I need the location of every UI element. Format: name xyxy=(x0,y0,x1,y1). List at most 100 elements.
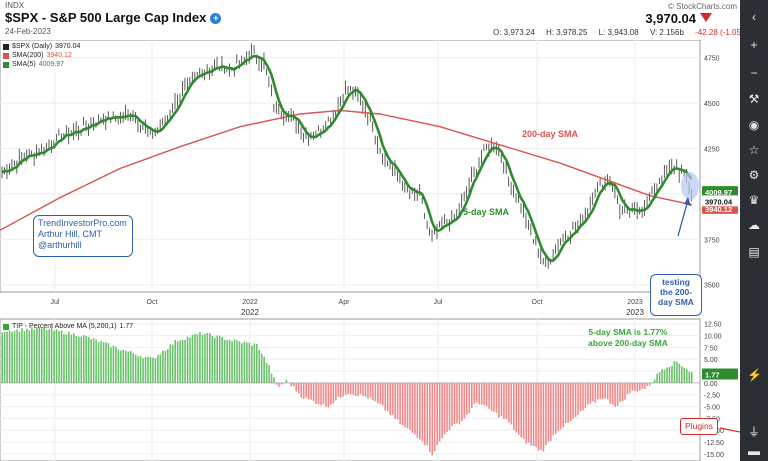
hist-bar xyxy=(520,382,522,438)
hist-bar xyxy=(461,382,463,422)
hist-bar xyxy=(525,382,527,444)
plus-icon[interactable]: + xyxy=(750,38,758,52)
hist-bar xyxy=(196,334,199,383)
hist-bar xyxy=(500,382,503,417)
hist-bar xyxy=(653,379,656,383)
hist-bar xyxy=(451,382,453,427)
sma5-tag-bg xyxy=(702,186,738,198)
info-icon[interactable]: + xyxy=(210,13,222,24)
hist-bar xyxy=(233,339,236,383)
right-toolbar: ‹ + − ⚒ ◉ ☆ ⚙ ♛ ☁ ▤ ⚡ ⏚ ▬ xyxy=(740,0,768,461)
hist-bar xyxy=(238,341,241,383)
hist-bar xyxy=(485,382,488,406)
hist-bar xyxy=(369,382,372,398)
hist-bar xyxy=(621,382,624,402)
hist-bar xyxy=(550,382,552,441)
hist-bar xyxy=(542,382,545,452)
y-tick-label: -2.50 xyxy=(704,393,720,400)
hist-bar xyxy=(448,382,451,430)
hist-bar xyxy=(290,382,293,387)
hist-bar xyxy=(441,382,443,439)
hist-bar xyxy=(567,382,569,423)
hist-bar xyxy=(673,361,676,383)
hist-bar xyxy=(162,350,164,383)
hist-bar xyxy=(107,343,110,383)
x-year-label: 2023 xyxy=(626,308,644,317)
high-value: H: 3,978.25 xyxy=(546,28,588,37)
hist-bar xyxy=(372,382,374,401)
hist-bar xyxy=(312,382,315,402)
hist-bar xyxy=(577,382,579,415)
legend-swatch xyxy=(3,52,9,59)
hist-bar xyxy=(656,373,658,383)
hist-bar xyxy=(668,367,671,383)
cloud-icon[interactable]: ☁ xyxy=(748,218,760,232)
ruler-icon[interactable]: ⚒ xyxy=(748,92,760,106)
hist-bar xyxy=(394,382,396,419)
globe-icon[interactable]: ◉ xyxy=(748,118,760,132)
hist-bar xyxy=(688,371,691,383)
hist-bar xyxy=(194,334,196,383)
hist-bar xyxy=(60,330,63,383)
hist-bar xyxy=(3,331,6,383)
plug-icon[interactable]: ⏚ xyxy=(747,425,760,439)
hist-bar xyxy=(11,332,13,383)
hist-bar xyxy=(651,382,653,383)
legend-value: 3970.04 xyxy=(55,43,81,50)
hist-bar xyxy=(209,333,211,383)
chart-header: INDX $SPX - S&P 500 Large Cap Index + 24-… xyxy=(0,0,751,40)
y-tick-label: 7.50 xyxy=(704,345,718,352)
hist-bar xyxy=(342,382,345,397)
hist-bar xyxy=(325,382,327,407)
y-tick-label: 0.00 xyxy=(704,381,718,388)
hist-bar xyxy=(21,328,23,383)
hist-bar xyxy=(65,334,68,383)
gear-icon[interactable]: ⚙ xyxy=(748,168,760,182)
hist-bar xyxy=(100,341,102,383)
hist-bar xyxy=(63,334,65,383)
document-icon[interactable]: ▤ xyxy=(748,245,760,259)
hist-bar xyxy=(174,340,176,383)
hist-bar xyxy=(147,356,149,383)
hist-bar xyxy=(681,366,683,383)
exchange-label: INDX xyxy=(5,1,25,10)
hist-bar xyxy=(129,350,132,383)
hist-bar xyxy=(339,382,342,398)
hist-bar xyxy=(142,358,144,383)
hist-bar xyxy=(152,357,154,383)
bolt-icon[interactable]: ⚡ xyxy=(747,368,762,382)
trophy-icon[interactable]: ♛ xyxy=(748,193,760,207)
chevron-left-icon[interactable]: ‹ xyxy=(752,10,756,24)
y-tick-label: -5.00 xyxy=(704,405,720,412)
hist-bar xyxy=(592,382,594,402)
tip-tag: 1.77 xyxy=(705,371,720,380)
hist-bar xyxy=(243,341,246,383)
hist-bar xyxy=(213,337,216,383)
hist-bar xyxy=(678,363,681,383)
hist-bar xyxy=(137,356,139,383)
hist-bar xyxy=(540,382,542,450)
hist-bar xyxy=(379,382,382,405)
hist-bar xyxy=(226,340,228,383)
plugins-button[interactable]: Plugins xyxy=(680,418,718,435)
hist-bar xyxy=(362,382,364,397)
star-icon[interactable]: ☆ xyxy=(748,143,760,157)
hist-bar xyxy=(265,363,268,383)
price-tag-bg xyxy=(702,195,738,207)
hist-bar xyxy=(614,382,616,407)
hist-bar xyxy=(275,382,278,385)
minus-icon[interactable]: − xyxy=(750,66,758,80)
chart-area: 475045004250400037503500 12.5010.007.505… xyxy=(0,39,741,461)
hist-bar xyxy=(43,327,46,383)
hist-bar xyxy=(424,382,426,446)
hist-bar xyxy=(253,343,256,383)
settings-bar-icon[interactable]: ▬ xyxy=(748,444,760,458)
hist-bar xyxy=(639,382,641,391)
hist-bar xyxy=(619,382,621,403)
last-price: 3,970.04 xyxy=(645,11,696,26)
hist-bar xyxy=(13,330,16,383)
callout-box: testing the 200- day SMA xyxy=(650,274,702,316)
hist-bar xyxy=(204,333,206,383)
hist-bar xyxy=(166,349,169,383)
legend-label: $SPX (Daily) xyxy=(12,43,53,50)
